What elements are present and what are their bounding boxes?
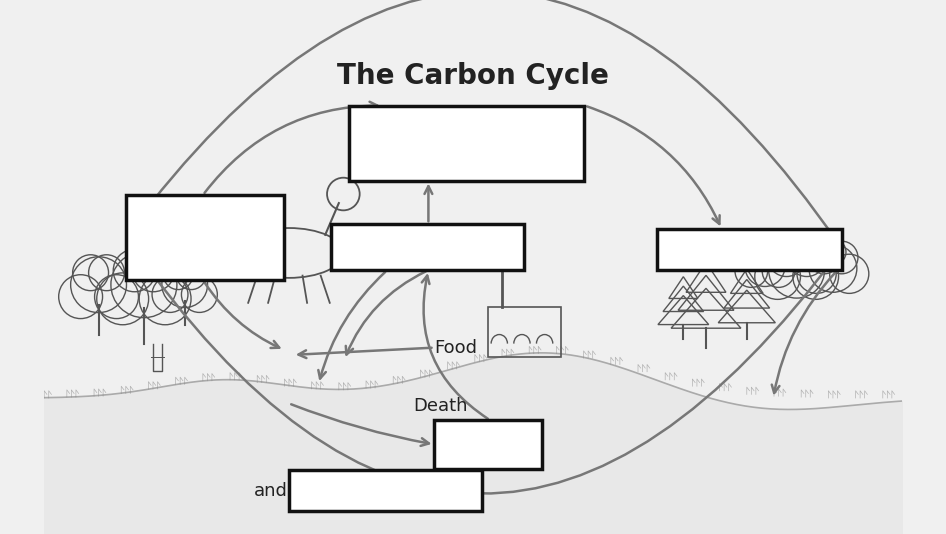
Bar bbox=[657, 229, 842, 270]
Bar bbox=[289, 469, 482, 511]
Bar bbox=[126, 195, 285, 280]
Bar bbox=[488, 308, 561, 357]
Text: Death: Death bbox=[413, 397, 467, 415]
Bar bbox=[331, 224, 524, 270]
Text: The Carbon Cycle: The Carbon Cycle bbox=[337, 62, 609, 90]
Bar bbox=[434, 420, 542, 469]
Bar bbox=[349, 106, 585, 180]
Text: and: and bbox=[254, 482, 289, 500]
Text: Food: Food bbox=[434, 339, 478, 357]
